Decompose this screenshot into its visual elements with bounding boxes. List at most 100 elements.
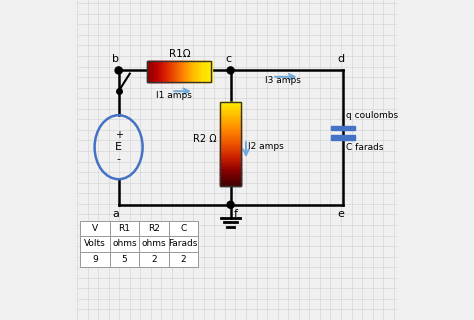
- Bar: [220, 115, 241, 116]
- Bar: [155, 61, 156, 82]
- Bar: [161, 61, 162, 82]
- Bar: [164, 61, 165, 82]
- Text: 2: 2: [181, 255, 186, 264]
- Bar: [220, 102, 241, 103]
- Bar: [220, 170, 241, 171]
- Bar: [220, 158, 241, 159]
- Bar: [203, 61, 204, 82]
- Bar: [220, 145, 241, 146]
- Bar: [220, 111, 241, 112]
- Text: V: V: [92, 224, 98, 233]
- Bar: [220, 103, 241, 104]
- Text: f: f: [234, 209, 238, 219]
- Bar: [220, 179, 241, 180]
- Bar: [220, 165, 241, 166]
- Bar: [220, 105, 241, 106]
- Bar: [220, 183, 241, 184]
- Bar: [220, 102, 241, 103]
- Bar: [220, 140, 241, 141]
- Bar: [220, 106, 241, 107]
- Bar: [220, 173, 241, 174]
- Bar: [220, 155, 241, 156]
- Bar: [220, 130, 241, 131]
- Bar: [220, 116, 241, 117]
- Bar: [169, 61, 170, 82]
- Bar: [196, 61, 197, 82]
- Bar: [220, 175, 241, 176]
- Bar: [195, 61, 196, 82]
- Bar: [220, 141, 241, 142]
- Bar: [220, 150, 241, 151]
- Bar: [193, 61, 194, 82]
- Bar: [158, 61, 159, 82]
- Bar: [190, 61, 191, 82]
- Bar: [197, 61, 198, 82]
- Bar: [80, 236, 109, 252]
- Text: C farads: C farads: [346, 143, 383, 152]
- Text: R2: R2: [148, 224, 160, 233]
- Bar: [153, 61, 154, 82]
- Bar: [181, 61, 182, 82]
- Bar: [220, 181, 241, 182]
- Bar: [159, 61, 160, 82]
- Bar: [220, 118, 241, 119]
- Bar: [199, 61, 200, 82]
- Bar: [174, 61, 175, 82]
- Bar: [162, 61, 163, 82]
- Bar: [188, 61, 189, 82]
- Bar: [330, 135, 355, 140]
- Bar: [185, 61, 186, 82]
- Bar: [109, 236, 139, 252]
- Bar: [206, 61, 207, 82]
- Bar: [162, 61, 163, 82]
- Bar: [220, 133, 241, 134]
- Bar: [208, 61, 209, 82]
- Bar: [170, 61, 171, 82]
- Bar: [170, 61, 171, 82]
- Bar: [220, 131, 241, 132]
- Bar: [220, 111, 241, 112]
- Bar: [187, 61, 188, 82]
- Bar: [220, 165, 241, 166]
- Bar: [220, 135, 241, 136]
- Bar: [220, 149, 241, 150]
- Bar: [220, 136, 241, 137]
- Bar: [220, 151, 241, 152]
- Bar: [220, 141, 241, 142]
- Text: -: -: [117, 154, 120, 164]
- Bar: [220, 133, 241, 134]
- Bar: [220, 143, 241, 144]
- Bar: [151, 61, 152, 82]
- Bar: [220, 156, 241, 157]
- Text: a: a: [112, 209, 119, 219]
- Bar: [147, 61, 148, 82]
- Text: R2 Ω: R2 Ω: [192, 134, 216, 144]
- Bar: [109, 221, 139, 236]
- Bar: [166, 61, 167, 82]
- Bar: [149, 61, 150, 82]
- Bar: [198, 61, 199, 82]
- Bar: [201, 61, 202, 82]
- Bar: [220, 142, 241, 143]
- Bar: [139, 236, 169, 252]
- Bar: [220, 137, 241, 138]
- Bar: [109, 252, 139, 267]
- Bar: [220, 162, 241, 163]
- Bar: [173, 61, 174, 82]
- Bar: [196, 61, 197, 82]
- Bar: [208, 61, 209, 82]
- Bar: [180, 61, 181, 82]
- Bar: [172, 61, 173, 82]
- Bar: [220, 102, 241, 186]
- Bar: [220, 120, 241, 121]
- Bar: [220, 117, 241, 118]
- Bar: [220, 175, 241, 176]
- Bar: [147, 61, 211, 82]
- Text: 9: 9: [92, 255, 98, 264]
- Circle shape: [115, 67, 122, 74]
- Text: b: b: [112, 54, 119, 64]
- Bar: [169, 252, 198, 267]
- Text: E: E: [115, 142, 122, 152]
- Bar: [203, 61, 204, 82]
- Bar: [220, 154, 241, 155]
